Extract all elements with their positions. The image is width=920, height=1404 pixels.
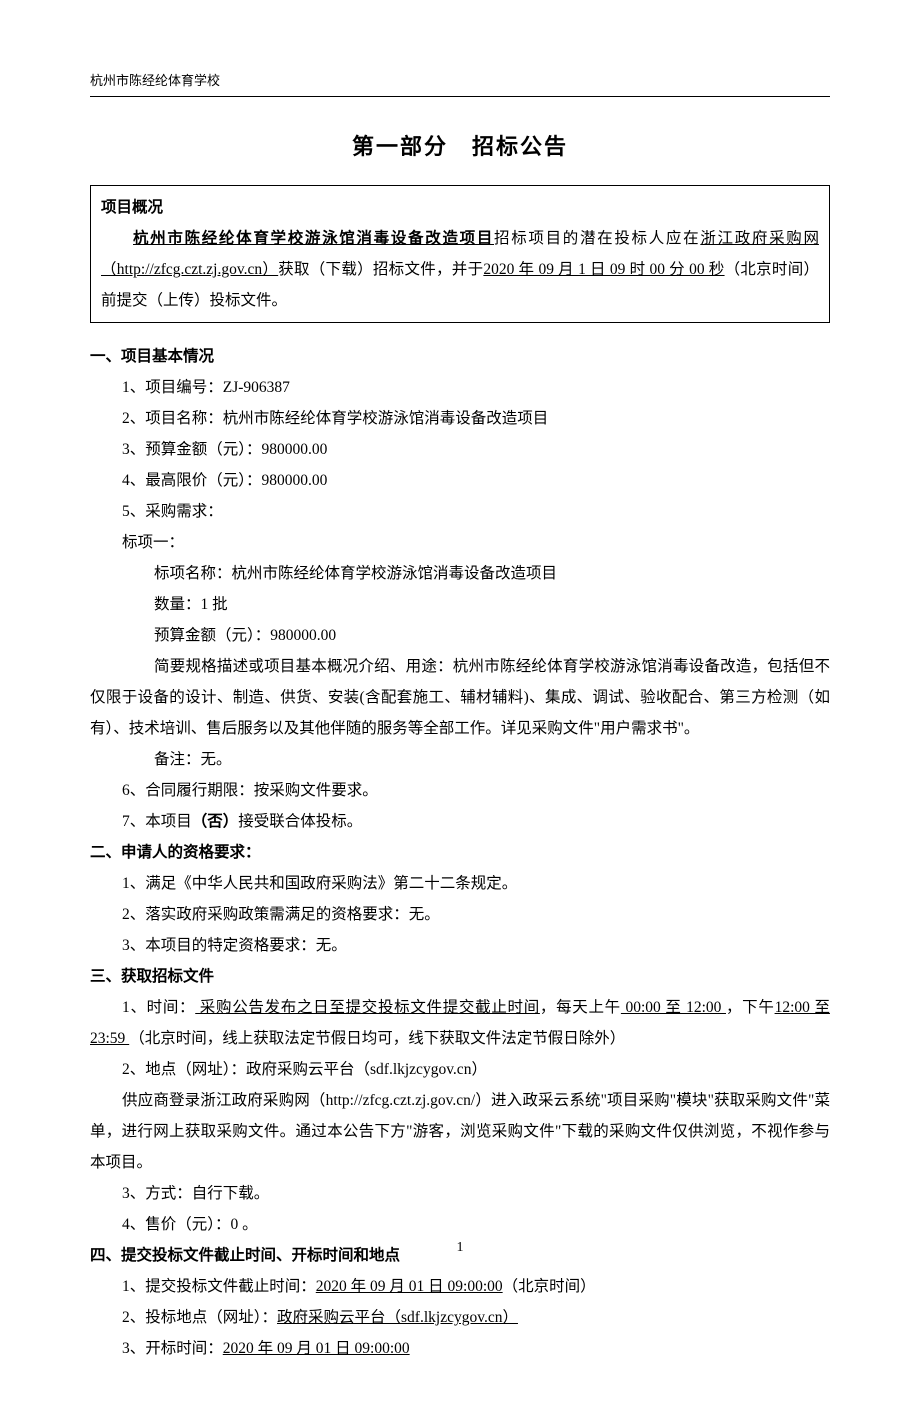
overview-mid: 招标项目的潜在投标人应在 (494, 230, 700, 247)
s1-bx-qty: 数量：1 批 (90, 589, 830, 620)
s1-bidsection: 标项一： (90, 527, 830, 558)
overview-box: 项目概况 杭州市陈经纶体育学校游泳馆消毒设备改造项目招标项目的潜在投标人应在浙江… (90, 185, 830, 323)
s3-item-2: 2、地点（网址）：政府采购云平台（sdf.lkjzcygov.cn） (90, 1054, 830, 1085)
s1-item-3: 3、预算金额（元）：980000.00 (90, 434, 830, 465)
s3-i1-mid1: ，每天上午 (540, 999, 621, 1016)
header-org: 杭州市陈经纶体育学校 (90, 68, 830, 97)
s4-i1-u: 2020 年 09 月 01 日 09:00:00 (316, 1278, 503, 1295)
s3-item-3: 3、方式：自行下载。 (90, 1178, 830, 1209)
s1-i7-post: 接受联合体投标。 (238, 813, 362, 830)
overview-label: 项目概况 (101, 192, 819, 223)
document-title: 第一部分 招标公告 (90, 125, 830, 169)
s1-item-4: 4、最高限价（元）：980000.00 (90, 465, 830, 496)
s1-bx-desc: 简要规格描述或项目基本概况介绍、用途：杭州市陈经纶体育学校游泳馆消毒设备改造，包… (90, 651, 830, 744)
s4-i2-u: 政府采购云平台（sdf.lkjzcygov.cn） (277, 1309, 518, 1326)
s1-item-6: 6、合同履行期限：按采购文件要求。 (90, 775, 830, 806)
section-1-head: 一、项目基本情况 (90, 341, 830, 372)
s2-item-2: 2、落实政府采购政策需满足的资格要求：无。 (90, 899, 830, 930)
page-number: 1 (0, 1234, 920, 1262)
s1-i7-bold: （否） (192, 813, 239, 830)
s3-i1-end: （北京时间，线上获取法定节假日均可，线下获取文件法定节假日除外） (129, 1030, 625, 1047)
s3-i1-u2: 00:00 至 12:00 (621, 999, 726, 1016)
s4-item-3: 3、开标时间：2020 年 09 月 01 日 09:00:00 (90, 1333, 830, 1364)
s1-item-5: 5、采购需求： (90, 496, 830, 527)
s1-item-7: 7、本项目（否）接受联合体投标。 (90, 806, 830, 837)
s1-bx-budget: 预算金额（元）：980000.00 (90, 620, 830, 651)
s1-item-1: 1、项目编号：ZJ-906387 (90, 372, 830, 403)
s1-bx-name: 标项名称：杭州市陈经纶体育学校游泳馆消毒设备改造项目 (90, 558, 830, 589)
s4-item-2: 2、投标地点（网址）：政府采购云平台（sdf.lkjzcygov.cn） (90, 1302, 830, 1333)
s3-para-1: 供应商登录浙江政府采购网（http://zfcg.czt.zj.gov.cn/）… (90, 1085, 830, 1178)
section-3-head: 三、获取招标文件 (90, 961, 830, 992)
s3-item-1: 1、时间： 采购公告发布之日至提交投标文件提交截止时间，每天上午 00:00 至… (90, 992, 830, 1054)
overview-date: 2020 年 09 月 1 日 09 时 00 分 00 秒 (483, 261, 724, 278)
s4-i2-pre: 2、投标地点（网址）： (122, 1309, 277, 1326)
s4-item-1: 1、提交投标文件截止时间：2020 年 09 月 01 日 09:00:00（北… (90, 1271, 830, 1302)
overview-project-name: 杭州市陈经纶体育学校游泳馆消毒设备改造项目 (133, 230, 494, 247)
s1-item-2: 2、项目名称：杭州市陈经纶体育学校游泳馆消毒设备改造项目 (90, 403, 830, 434)
s4-i1-end: （北京时间） (503, 1278, 596, 1295)
s3-i1-mid2: ，下午 (726, 999, 775, 1016)
overview-after: 获取（下载）招标文件，并于 (278, 261, 483, 278)
s4-i1-pre: 1、提交投标文件截止时间： (122, 1278, 316, 1295)
s4-i3-u: 2020 年 09 月 01 日 09:00:00 (223, 1340, 410, 1357)
s3-i1-pre: 1、时间： (90, 999, 195, 1016)
s1-bx-note: 备注：无。 (90, 744, 830, 775)
document-page: 杭州市陈经纶体育学校 第一部分 招标公告 项目概况 杭州市陈经纶体育学校游泳馆消… (0, 0, 920, 1404)
s1-i7-pre: 7、本项目 (122, 813, 192, 830)
s2-item-3: 3、本项目的特定资格要求：无。 (90, 930, 830, 961)
s2-item-1: 1、满足《中华人民共和国政府采购法》第二十二条规定。 (90, 868, 830, 899)
overview-text: 杭州市陈经纶体育学校游泳馆消毒设备改造项目招标项目的潜在投标人应在浙江政府采购网… (101, 223, 819, 316)
section-2-head: 二、申请人的资格要求： (90, 837, 830, 868)
s4-i3-pre: 3、开标时间： (122, 1340, 223, 1357)
s3-i1-u1: 采购公告发布之日至提交投标文件提交截止时间 (195, 999, 540, 1016)
